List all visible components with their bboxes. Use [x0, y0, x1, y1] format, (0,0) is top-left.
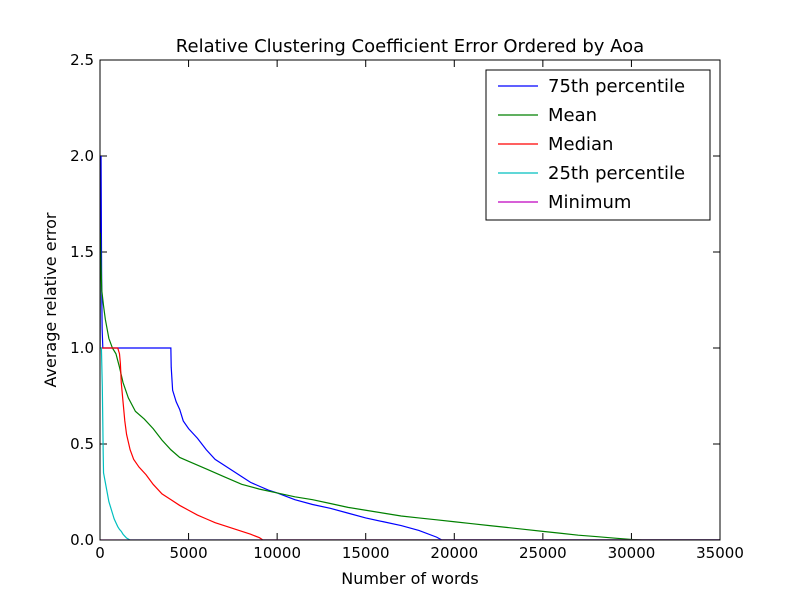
x-tick-label: 20000	[430, 544, 478, 562]
x-tick-label: 15000	[342, 544, 390, 562]
legend-box	[485, 69, 711, 221]
series-line-mean	[100, 232, 720, 540]
series-layer	[100, 155, 720, 540]
y-tick-label: 2.5	[70, 51, 94, 69]
x-tick-label: 30000	[608, 544, 656, 562]
y-tick-label: 0.5	[70, 435, 94, 453]
legend: 75th percentile Mean Median 25th percentile…	[485, 69, 711, 221]
x-tick-label: 35000	[696, 544, 744, 562]
tick-layer: 0 5000 10000 15000 20000 25000 30000 35000 0.0 0.…	[70, 51, 744, 562]
chart-title: Relative Clustering Coefficient Error Or…	[176, 36, 644, 57]
legend-label: Minimum	[548, 192, 631, 213]
y-tick-label: 0.0	[70, 531, 94, 549]
x-axis-label: Number of words	[341, 569, 479, 588]
y-tick-label: 2.0	[70, 147, 94, 165]
x-tick-label: 25000	[519, 544, 567, 562]
y-tick-label: 1.5	[70, 243, 94, 261]
x-tick-label: 10000	[253, 544, 301, 562]
legend-label: 75th percentile	[548, 76, 685, 97]
x-tick-label: 0	[95, 544, 105, 562]
series-line-25th-percentile	[100, 347, 720, 540]
legend-label: Mean	[548, 105, 597, 126]
legend-label: Median	[548, 134, 613, 155]
y-tick-label: 1.0	[70, 339, 94, 357]
y-axis-label: Average relative error	[41, 212, 60, 387]
axes-frame	[99, 59, 721, 541]
series-line-median	[100, 347, 720, 540]
legend-label: 25th percentile	[548, 163, 685, 184]
x-tick-label: 5000	[169, 544, 207, 562]
